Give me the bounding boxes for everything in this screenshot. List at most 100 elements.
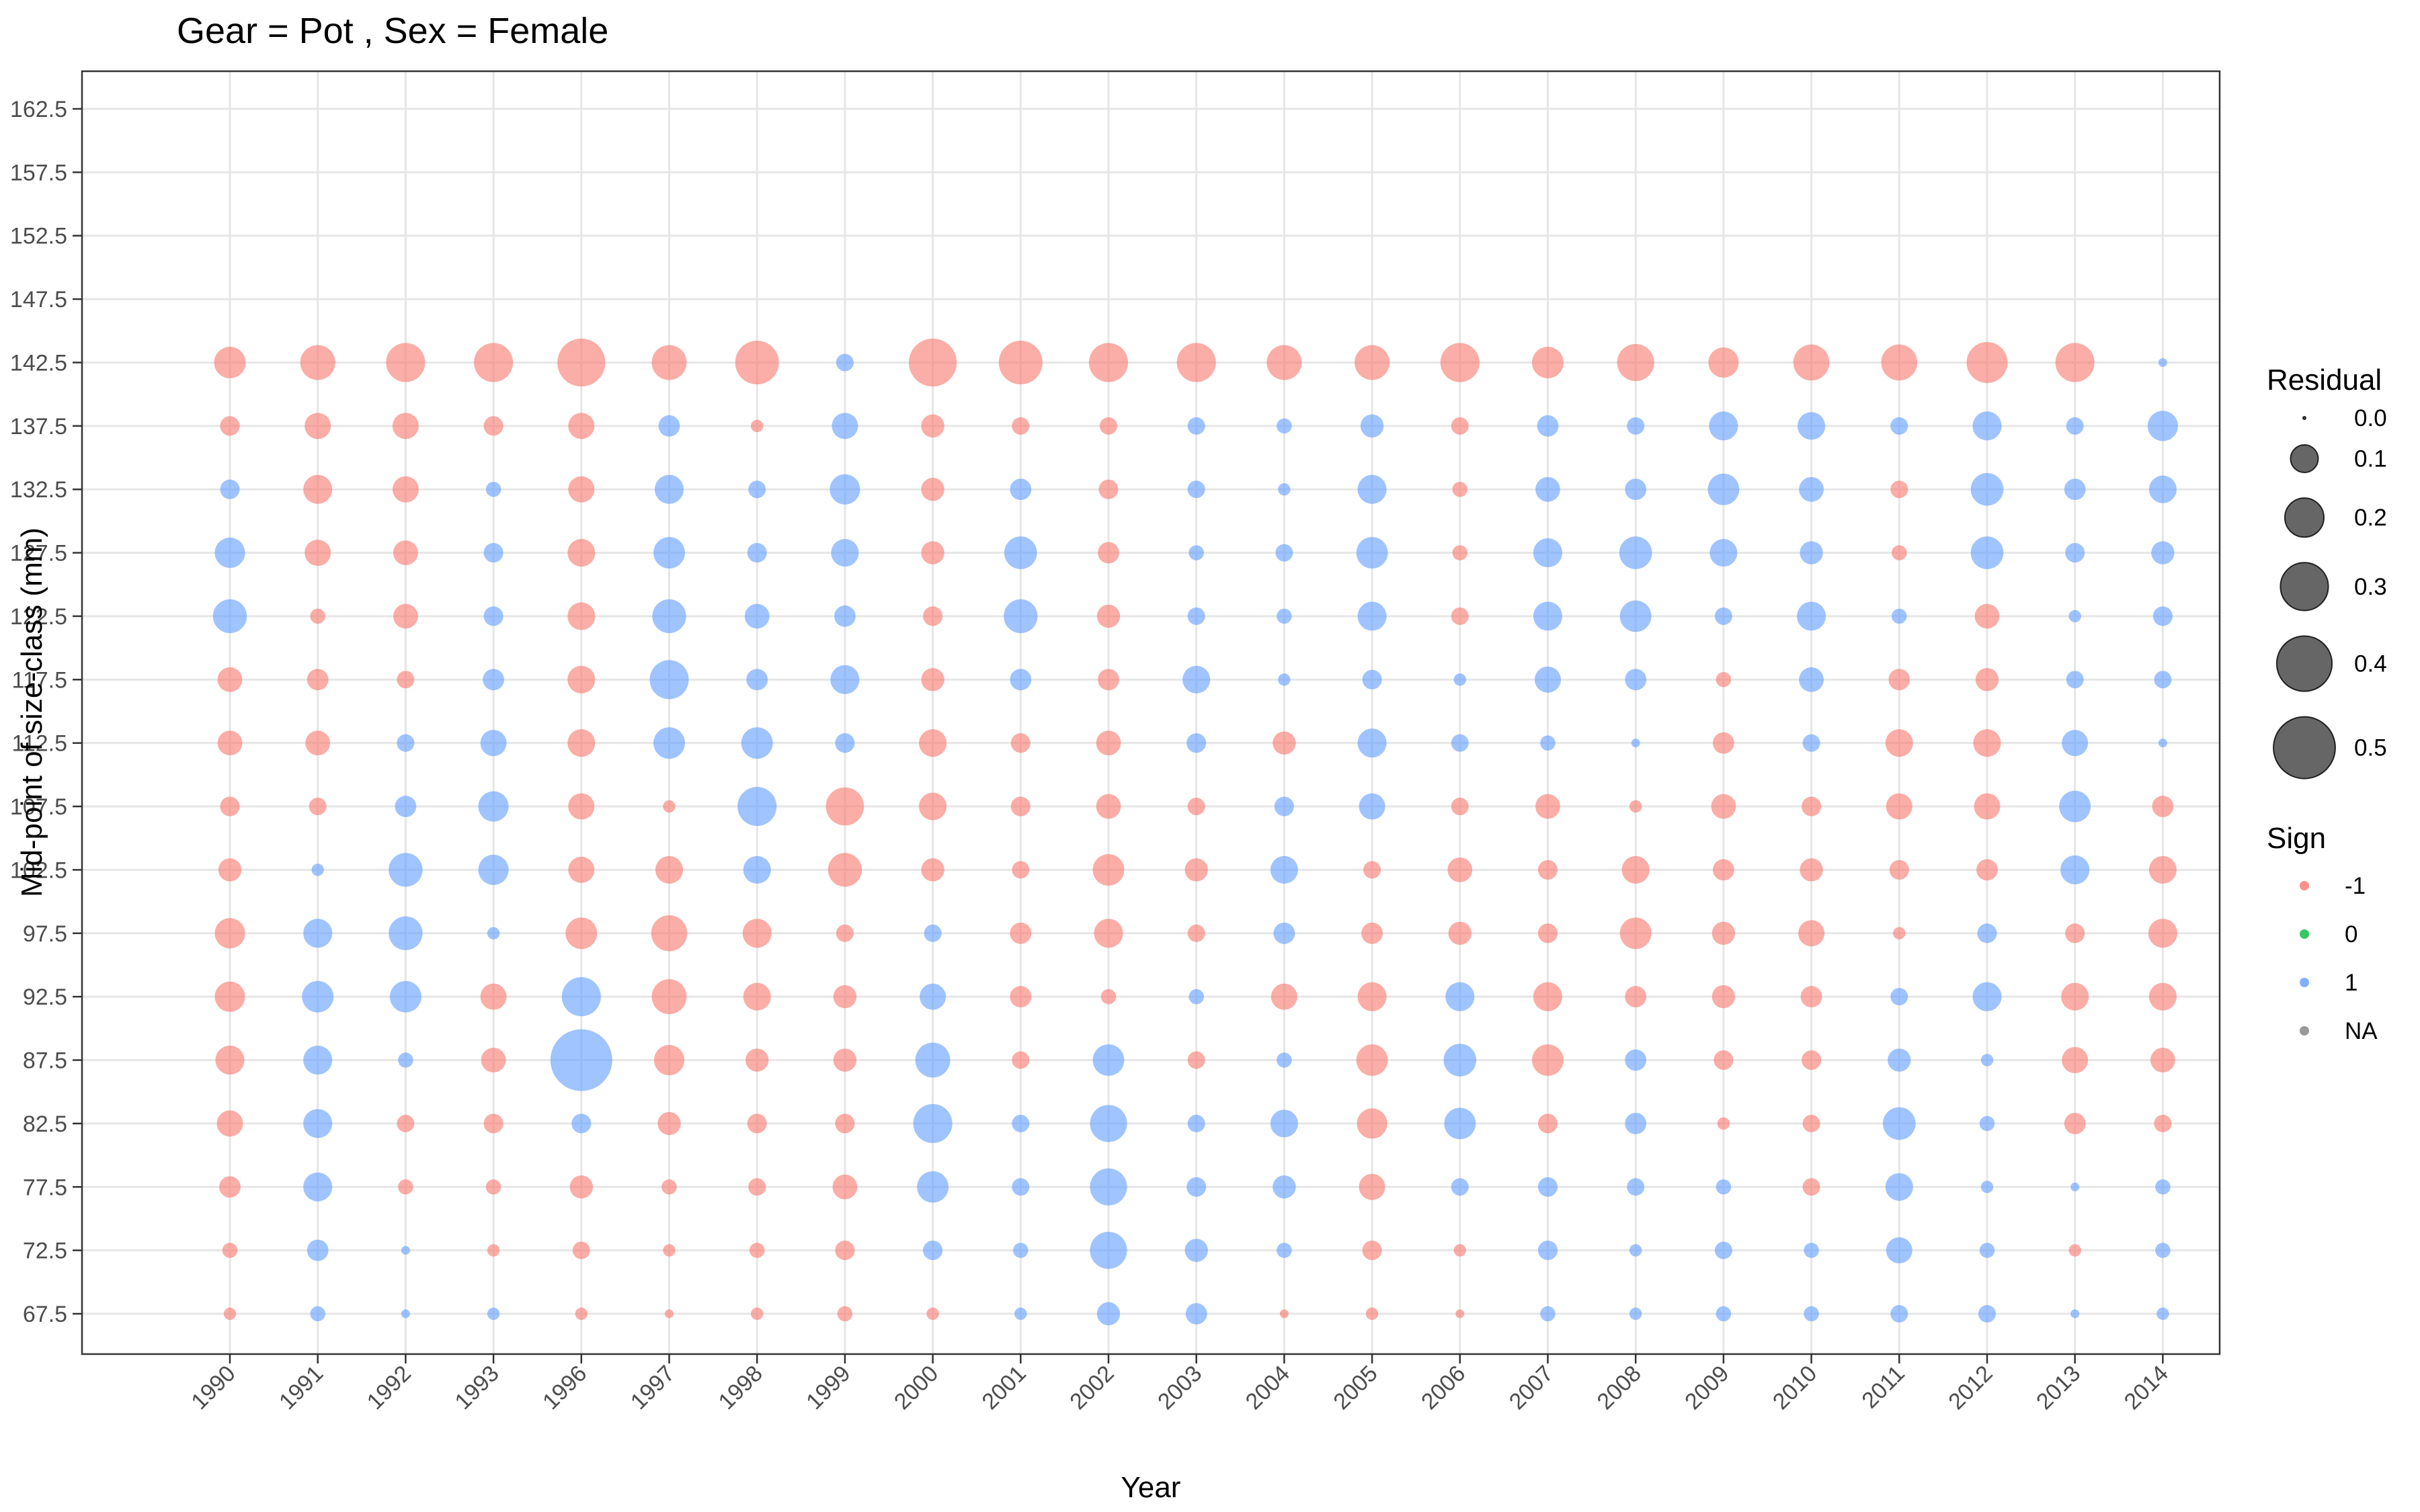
bubble — [568, 793, 595, 820]
bubble — [2065, 543, 2085, 563]
plot-panel — [82, 71, 2220, 1354]
bubble — [1799, 667, 1824, 692]
bubble — [1451, 734, 1469, 752]
bubble — [1357, 601, 1387, 631]
bubble — [2154, 671, 2172, 689]
bubble — [657, 1111, 681, 1136]
bubble — [1452, 545, 1468, 560]
bubble — [401, 1246, 410, 1255]
bubble — [1453, 1244, 1466, 1257]
y-tick-label: 102.5 — [10, 857, 67, 883]
bubble — [835, 733, 855, 753]
bubble — [1975, 668, 1999, 691]
bubble — [1455, 1309, 1465, 1318]
sign-legend: Sign -1 0 1 NA — [2267, 822, 2378, 1044]
bubble — [307, 1239, 329, 1261]
bubble — [1357, 728, 1387, 758]
grid-lines — [82, 71, 2220, 1354]
bubble — [1621, 855, 1650, 884]
x-tick-label: 2010 — [1768, 1361, 1822, 1415]
bubble — [749, 1243, 765, 1258]
bubble — [1444, 1107, 1476, 1140]
bubble — [1890, 988, 1908, 1006]
y-tick-label: 142.5 — [10, 350, 67, 376]
bubble — [913, 1103, 953, 1143]
bubble — [1361, 922, 1383, 944]
bubble — [1892, 545, 1907, 560]
x-tick-label: 2007 — [1504, 1361, 1558, 1415]
bubble — [923, 1241, 943, 1261]
bubble — [836, 353, 854, 372]
y-tick-label: 77.5 — [23, 1175, 67, 1200]
bubble — [487, 927, 500, 939]
bubble — [831, 539, 859, 567]
bubble — [917, 1171, 949, 1203]
x-tick-label: 2002 — [1065, 1361, 1119, 1415]
size-legend-key — [2284, 497, 2325, 538]
bubble — [1187, 417, 1205, 435]
bubble — [1804, 1243, 1819, 1258]
bubble — [1187, 480, 1205, 499]
bubble — [1090, 1232, 1127, 1269]
bubble — [483, 543, 503, 563]
bubble — [1714, 607, 1732, 625]
bubble — [743, 982, 771, 1011]
bubble — [307, 669, 329, 691]
bubble — [480, 983, 507, 1010]
bubble — [653, 727, 685, 759]
bubble — [2066, 417, 2084, 435]
bubble — [398, 1179, 413, 1195]
bubble — [1619, 536, 1652, 569]
bubble — [220, 479, 240, 499]
x-tick-label: 2012 — [1943, 1361, 1997, 1415]
x-tick-label: 2008 — [1592, 1361, 1646, 1415]
bubble — [1980, 1054, 1994, 1066]
bubble — [214, 981, 245, 1012]
bubble — [737, 786, 777, 827]
bubble — [305, 413, 331, 439]
bubble — [217, 730, 243, 756]
bubble — [1532, 347, 1564, 378]
bubble — [1537, 415, 1559, 437]
bubble — [1186, 733, 1207, 753]
bubble — [1886, 793, 1912, 820]
bubble — [1092, 1044, 1125, 1076]
bubble — [1885, 729, 1913, 757]
bubble — [926, 1307, 939, 1320]
sign-legend-key — [2300, 978, 2309, 987]
bubble — [1365, 1307, 1379, 1320]
bubble — [1010, 669, 1032, 691]
bubble — [305, 730, 331, 756]
bubble — [1362, 669, 1382, 689]
bubble — [2070, 1182, 2080, 1191]
bubble — [1890, 417, 1908, 435]
bubble — [837, 1306, 853, 1322]
bubble — [1355, 345, 1390, 380]
bubble — [220, 416, 240, 436]
bubble — [1098, 542, 1119, 564]
bubble — [485, 1179, 501, 1195]
bubble — [1096, 794, 1121, 819]
bubble — [1972, 982, 2002, 1011]
bubble — [746, 669, 768, 691]
bubble — [747, 543, 767, 563]
bubble — [2068, 610, 2081, 623]
bubble — [832, 1174, 858, 1200]
bubble — [1277, 608, 1292, 624]
bubble — [919, 729, 947, 757]
bubble — [1625, 1049, 1647, 1071]
y-axis-label: Mid-point of size-class (mm) — [15, 528, 48, 897]
bubble — [1885, 1173, 1913, 1201]
y-tick-label: 122.5 — [10, 604, 67, 630]
bubble — [1972, 411, 2002, 441]
bubble — [2065, 923, 2085, 943]
bubble — [397, 1114, 415, 1132]
bubble — [919, 792, 947, 821]
bubble — [1793, 344, 1830, 381]
plot-border — [81, 70, 2221, 1355]
bubble — [1537, 1114, 1558, 1134]
bubble — [1357, 982, 1387, 1011]
bubble — [393, 540, 418, 565]
bubble — [921, 668, 944, 691]
bubble — [219, 1176, 241, 1198]
